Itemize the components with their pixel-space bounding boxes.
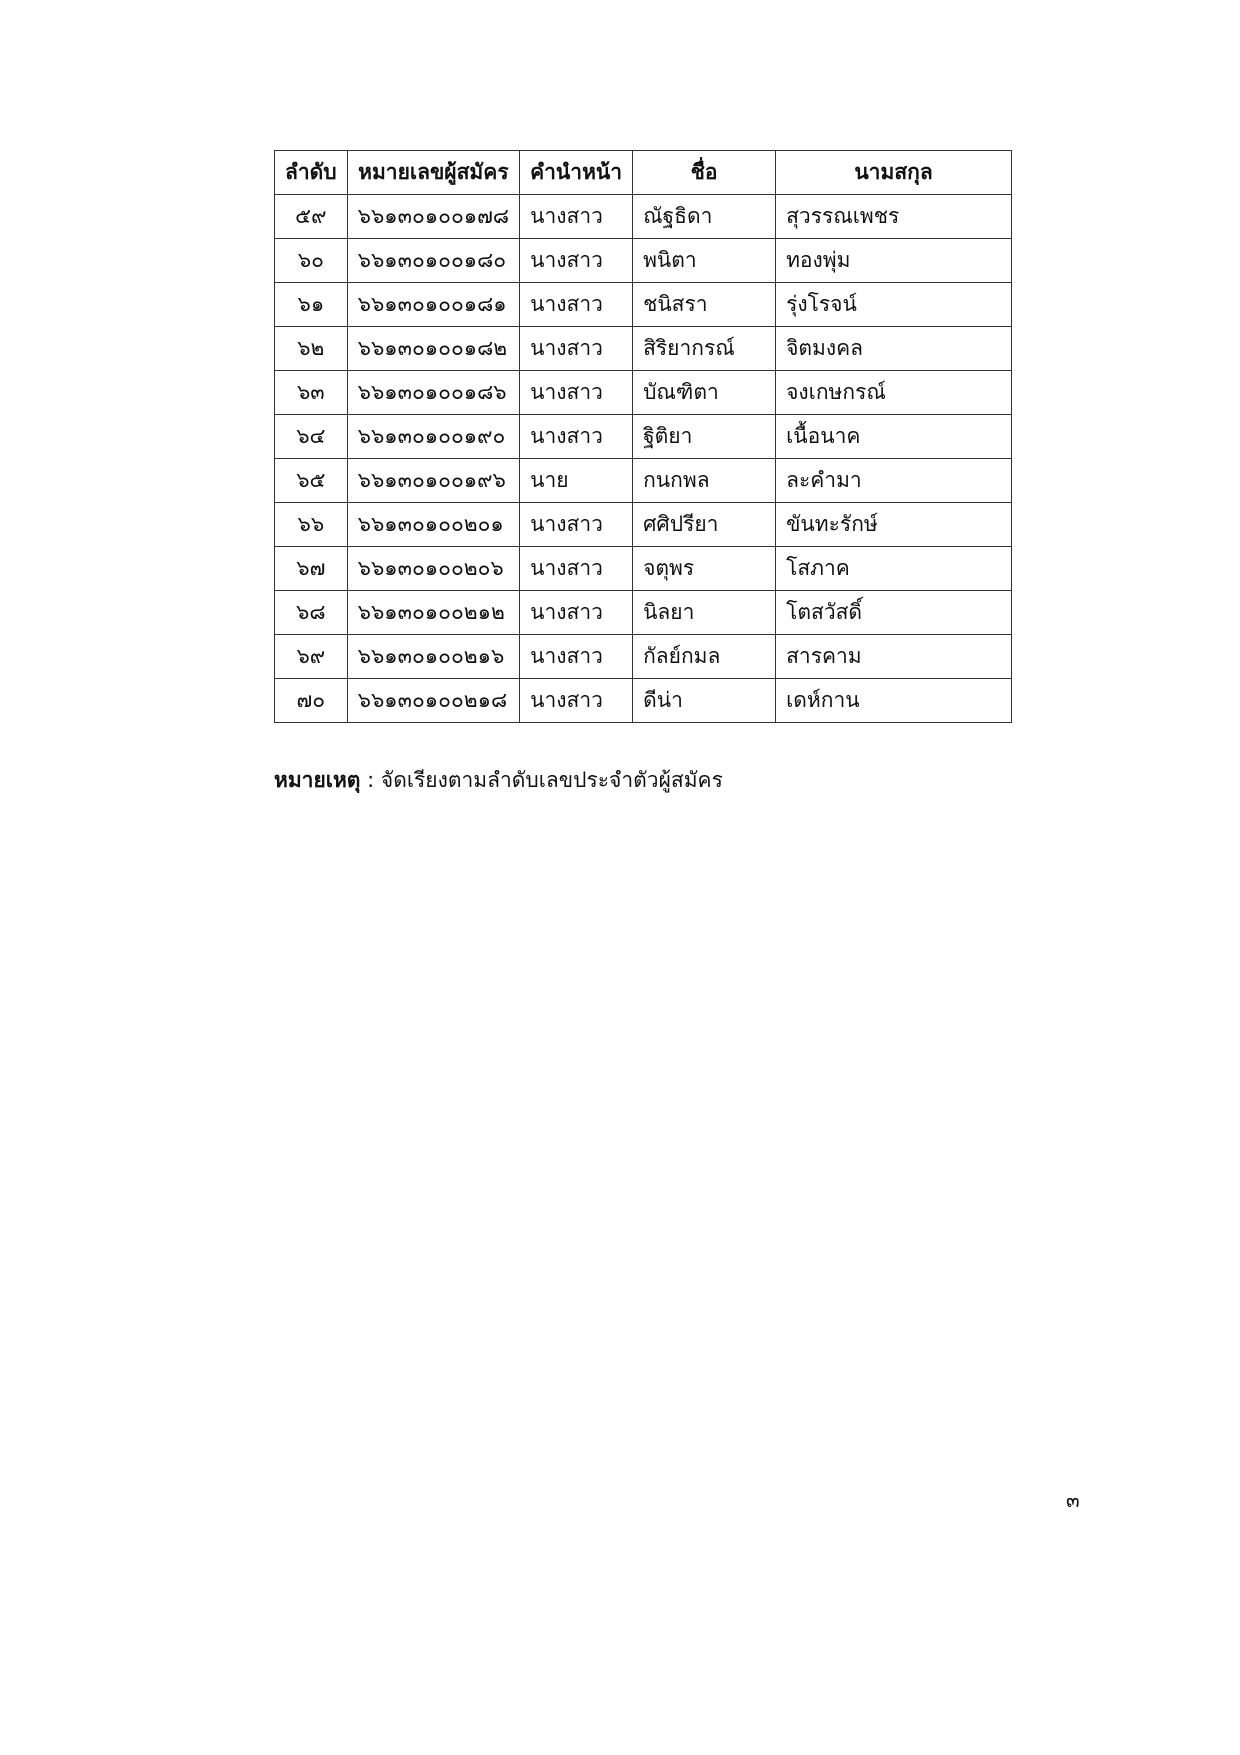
header-last-name: นามสกุล [775, 150, 1012, 195]
cell-last-name: จิตมงคล [775, 326, 1012, 371]
cell-applicant-number: ๖๖๑๓๐๑๐๐๑๘๒ [346, 326, 521, 371]
table-row: ๗๐ ๖๖๑๓๐๑๐๐๒๑๘ นางสาว ดีน่า เดห์กาน [274, 678, 1012, 723]
cell-order: ๕๙ [274, 194, 348, 239]
cell-last-name: จงเกษกรณ์ [775, 370, 1012, 415]
cell-first-name: ฐิติยา [632, 414, 777, 459]
cell-applicant-number: ๖๖๑๓๐๑๐๐๒๐๑ [346, 502, 521, 547]
cell-title: นาย [519, 458, 634, 503]
cell-order: ๖๗ [274, 546, 348, 591]
cell-applicant-number: ๖๖๑๓๐๑๐๐๑๘๖ [346, 370, 521, 415]
table-row: ๖๘ ๖๖๑๓๐๑๐๐๒๑๒ นางสาว นิลยา โตสวัสดิ์ [274, 590, 1012, 635]
cell-applicant-number: ๖๖๑๓๐๑๐๐๑๘๐ [346, 238, 521, 283]
cell-title: นางสาว [519, 634, 634, 679]
cell-title: นางสาว [519, 546, 634, 591]
page-number: ๓ [1066, 1488, 1080, 1512]
cell-first-name: นิลยา [632, 590, 777, 635]
cell-last-name: ละคำมา [775, 458, 1012, 503]
cell-first-name: ชนิสรา [632, 282, 777, 327]
cell-last-name: เนื้อนาค [775, 414, 1012, 459]
cell-first-name: บัณฑิตา [632, 370, 777, 415]
cell-last-name: สุวรรณเพชร [775, 194, 1012, 239]
table-row: ๖๑ ๖๖๑๓๐๑๐๐๑๘๑ นางสาว ชนิสรา รุ่งโรจน์ [274, 282, 1012, 327]
cell-first-name: กนกพล [632, 458, 777, 503]
table-row: ๕๙ ๖๖๑๓๐๑๐๐๑๗๘ นางสาว ณัฐธิดา สุวรรณเพชร [274, 194, 1012, 239]
note-label: หมายเหตุ [274, 768, 361, 792]
table-row: ๖๒ ๖๖๑๓๐๑๐๐๑๘๒ นางสาว สิริยากรณ์ จิตมงคล [274, 326, 1012, 371]
cell-title: นางสาว [519, 238, 634, 283]
header-applicant-number: หมายเลขผู้สมัคร [346, 150, 521, 195]
table-header-row: ลำดับ หมายเลขผู้สมัคร คำนำหน้า ชื่อ นามส… [274, 150, 1012, 195]
cell-title: นางสาว [519, 414, 634, 459]
cell-applicant-number: ๖๖๑๓๐๑๐๐๑๗๘ [346, 194, 521, 239]
cell-last-name: โตสวัสดิ์ [775, 590, 1012, 635]
cell-first-name: ดีน่า [632, 678, 777, 723]
cell-last-name: สารคาม [775, 634, 1012, 679]
note-text: จัดเรียงตามลำดับเลขประจำตัวผู้สมัคร [380, 768, 723, 792]
cell-order: ๖๒ [274, 326, 348, 371]
cell-last-name: โสภาค [775, 546, 1012, 591]
cell-order: ๖๙ [274, 634, 348, 679]
cell-title: นางสาว [519, 590, 634, 635]
cell-applicant-number: ๖๖๑๓๐๑๐๐๑๙๐ [346, 414, 521, 459]
cell-title: นางสาว [519, 678, 634, 723]
cell-order: ๖๐ [274, 238, 348, 283]
header-first-name: ชื่อ [632, 150, 777, 195]
table-row: ๖๖ ๖๖๑๓๐๑๐๐๒๐๑ นางสาว ศศิปรียา ขันทะรักษ์ [274, 502, 1012, 547]
cell-applicant-number: ๖๖๑๓๐๑๐๐๒๑๘ [346, 678, 521, 723]
cell-order: ๖๕ [274, 458, 348, 503]
cell-last-name: เดห์กาน [775, 678, 1012, 723]
cell-last-name: ทองพุ่ม [775, 238, 1012, 283]
header-title: คำนำหน้า [519, 150, 634, 195]
applicant-table: ลำดับ หมายเลขผู้สมัคร คำนำหน้า ชื่อ นามส… [274, 150, 1012, 723]
header-order: ลำดับ [274, 150, 348, 195]
cell-applicant-number: ๖๖๑๓๐๑๐๐๑๙๖ [346, 458, 521, 503]
cell-last-name: รุ่งโรจน์ [775, 282, 1012, 327]
note: หมายเหตุ : จัดเรียงตามลำดับเลขประจำตัวผู… [274, 764, 723, 797]
cell-order: ๖๑ [274, 282, 348, 327]
cell-last-name: ขันทะรักษ์ [775, 502, 1012, 547]
table-row: ๖๗ ๖๖๑๓๐๑๐๐๒๐๖ นางสาว จตุพร โสภาค [274, 546, 1012, 591]
cell-applicant-number: ๖๖๑๓๐๑๐๐๒๑๖ [346, 634, 521, 679]
cell-first-name: ณัฐธิดา [632, 194, 777, 239]
cell-title: นางสาว [519, 326, 634, 371]
cell-applicant-number: ๖๖๑๓๐๑๐๐๒๑๒ [346, 590, 521, 635]
table-row: ๖๙ ๖๖๑๓๐๑๐๐๒๑๖ นางสาว กัลย์กมล สารคาม [274, 634, 1012, 679]
cell-first-name: พนิตา [632, 238, 777, 283]
cell-first-name: สิริยากรณ์ [632, 326, 777, 371]
table-row: ๖๓ ๖๖๑๓๐๑๐๐๑๘๖ นางสาว บัณฑิตา จงเกษกรณ์ [274, 370, 1012, 415]
cell-order: ๖๓ [274, 370, 348, 415]
table-row: ๖๔ ๖๖๑๓๐๑๐๐๑๙๐ นางสาว ฐิติยา เนื้อนาค [274, 414, 1012, 459]
cell-title: นางสาว [519, 194, 634, 239]
cell-first-name: กัลย์กมล [632, 634, 777, 679]
cell-order: ๖๔ [274, 414, 348, 459]
cell-applicant-number: ๖๖๑๓๐๑๐๐๑๘๑ [346, 282, 521, 327]
table-row: ๖๕ ๖๖๑๓๐๑๐๐๑๙๖ นาย กนกพล ละคำมา [274, 458, 1012, 503]
cell-first-name: จตุพร [632, 546, 777, 591]
cell-title: นางสาว [519, 282, 634, 327]
cell-order: ๖๘ [274, 590, 348, 635]
cell-title: นางสาว [519, 370, 634, 415]
cell-title: นางสาว [519, 502, 634, 547]
cell-order: ๗๐ [274, 678, 348, 723]
table-row: ๖๐ ๖๖๑๓๐๑๐๐๑๘๐ นางสาว พนิตา ทองพุ่ม [274, 238, 1012, 283]
cell-applicant-number: ๖๖๑๓๐๑๐๐๒๐๖ [346, 546, 521, 591]
cell-first-name: ศศิปรียา [632, 502, 777, 547]
cell-order: ๖๖ [274, 502, 348, 547]
note-separator: : [360, 768, 381, 792]
